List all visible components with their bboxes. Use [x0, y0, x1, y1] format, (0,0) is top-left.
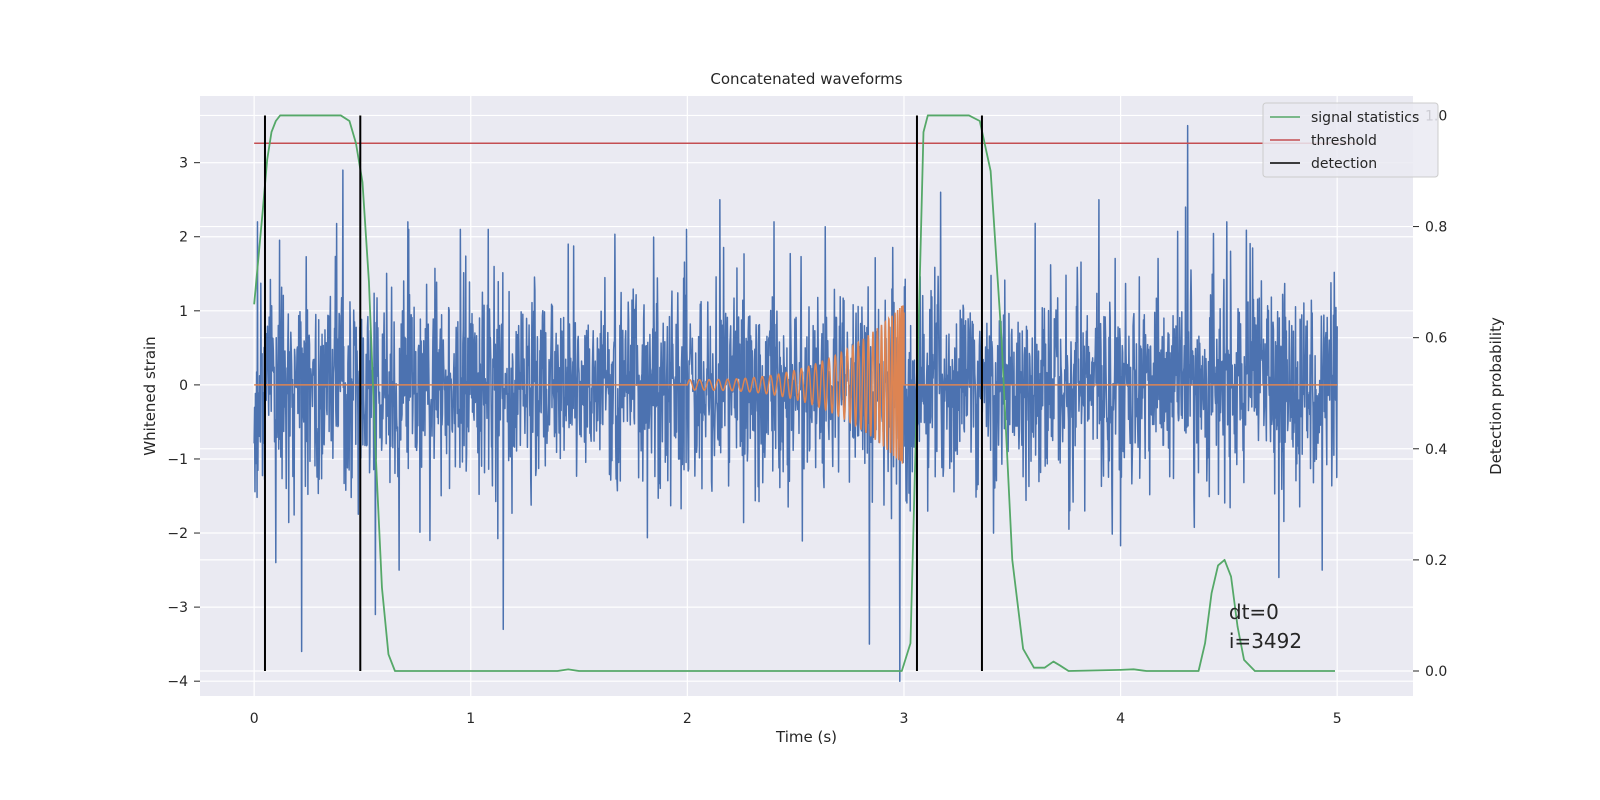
y-tick-label-left: 1: [179, 304, 188, 320]
x-axis-label: Time (s): [775, 728, 837, 746]
y-tick-label-left: 2: [179, 230, 188, 246]
chart-title: Concatenated waveforms: [710, 70, 902, 88]
legend-label-threshold: threshold: [1311, 133, 1377, 149]
injection-series: [254, 305, 1338, 464]
x-tick-label: 3: [900, 711, 909, 727]
y-tick-label-right: 0.4: [1425, 442, 1447, 458]
x-tick-label: 0: [250, 711, 259, 727]
legend-label-detection: detection: [1311, 156, 1377, 172]
y-tick-label-left: −4: [167, 674, 188, 690]
y-tick-label-right: 0.0: [1425, 664, 1447, 680]
x-tick-label: 4: [1116, 711, 1125, 727]
legend: signal statistics threshold detection: [1262, 102, 1439, 178]
strain-series: [253, 124, 1338, 682]
legend-label-signal-statistics: signal statistics: [1311, 110, 1419, 126]
series-layer: [253, 114, 1359, 682]
grid: [200, 96, 1413, 696]
y-tick-label-left: −3: [167, 600, 188, 616]
x-tick-label: 5: [1333, 711, 1342, 727]
annotation-index: i=3492: [1229, 629, 1302, 653]
y-tick-label-left: 3: [179, 156, 188, 172]
y-tick-label-right: 0.2: [1425, 553, 1447, 569]
y-axis-label-left: Whitened strain: [141, 336, 159, 455]
y-tick-label-left: −1: [167, 452, 188, 468]
y-tick-label-right: 0.8: [1425, 220, 1447, 236]
y-tick-label-right: 0.6: [1425, 331, 1447, 347]
signal-statistics-series: [253, 114, 1336, 672]
legend-box: [1262, 102, 1439, 178]
x-tick-label: 1: [466, 711, 475, 727]
y-tick-label-left: −2: [167, 526, 188, 542]
y-tick-label-left: 0: [179, 378, 188, 394]
y-axis-label-right: Detection probability: [1487, 317, 1505, 475]
annotation-dt: dt=0: [1229, 600, 1279, 624]
x-tick-label: 2: [683, 711, 692, 727]
